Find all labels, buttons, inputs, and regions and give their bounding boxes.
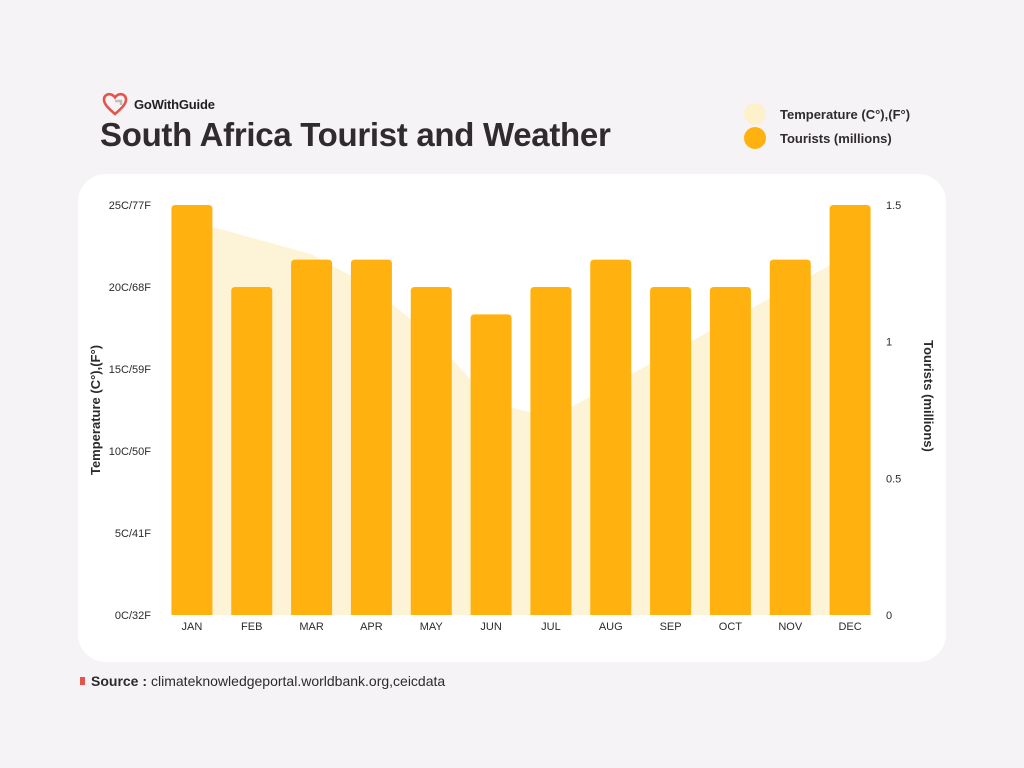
- legend-swatch-tourists: [744, 127, 766, 149]
- legend-label-tourists: Tourists (millions): [780, 130, 892, 146]
- chart-svg: JAN FEB MAR APR MAY JUN JUL AUG SEP OCT NOV DEC 0C/3…: [88, 200, 936, 633]
- source-note: Source : climateknowledgeportal.worldban…: [80, 673, 445, 689]
- bar-tourists-sep: [650, 287, 692, 615]
- y-tick-label-right: 0: [886, 610, 892, 622]
- bar-tourists-dec: [829, 205, 871, 615]
- chart-card: JAN FEB MAR APR MAY JUN JUL AUG SEP OCT NOV DEC 0C/3…: [78, 174, 946, 662]
- y-tick-label-right: 1: [886, 337, 892, 349]
- y-tick-label-left: 10C/50F: [109, 446, 151, 458]
- x-tick-label-sep: SEP: [660, 621, 682, 633]
- y-tick-label-left: 25C/77F: [109, 200, 151, 212]
- x-tick-label-may: MAY: [420, 621, 444, 633]
- bar-tourists-may: [410, 287, 452, 615]
- x-tick-label-nov: NOV: [778, 621, 803, 633]
- bar-tourists-jul: [530, 287, 572, 615]
- y-axis-title-right: Tourists (millions): [921, 340, 936, 452]
- x-tick-label-apr: APR: [360, 621, 383, 633]
- heart-pin-logo-icon: [102, 92, 128, 116]
- bar-tourists-oct: [709, 287, 751, 615]
- legend-swatch-temperature: [744, 103, 766, 125]
- bar-tourists-jan: [171, 205, 213, 615]
- x-tick-label-dec: DEC: [838, 621, 861, 633]
- bar-tourists-apr: [350, 259, 392, 615]
- x-tick-label-aug: AUG: [599, 621, 623, 633]
- y-tick-label-left: 15C/59F: [109, 364, 151, 376]
- x-tick-label-oct: OCT: [719, 621, 743, 633]
- bar-tourists-nov: [769, 259, 811, 615]
- bar-tourists-jun: [470, 314, 512, 615]
- y-tick-label-right: 0.5: [886, 473, 901, 485]
- x-tick-label-mar: MAR: [299, 621, 324, 633]
- brand-logo: GoWithGuide: [102, 92, 215, 116]
- source-prefix: Source :: [91, 673, 148, 689]
- bar-tourists-aug: [590, 259, 632, 615]
- source-marker: [80, 677, 85, 685]
- x-tick-label-feb: FEB: [241, 621, 262, 633]
- y-tick-label-right: 1.5: [886, 200, 901, 212]
- y-tick-label-left: 5C/41F: [115, 528, 151, 540]
- bar-tourists-mar: [291, 259, 333, 615]
- legend-item-temperature: Temperature (C°),(F°): [744, 102, 910, 126]
- legend-label-temperature: Temperature (C°),(F°): [780, 106, 911, 122]
- chart-legend: Temperature (C°),(F°) Tourists (millions…: [744, 102, 910, 150]
- temperature-area: [191, 221, 851, 615]
- brand-name: GoWithGuide: [134, 96, 215, 112]
- bar-tourists-feb: [231, 287, 273, 615]
- x-tick-label-jul: JUL: [541, 621, 561, 633]
- y-tick-label-left: 0C/32F: [115, 610, 151, 622]
- x-tick-label-jun: JUN: [480, 621, 501, 633]
- source-text: climateknowledgeportal.worldbank.org,cei…: [151, 673, 446, 689]
- x-tick-label-jan: JAN: [182, 621, 203, 633]
- page-title: South Africa Tourist and Weather: [100, 116, 611, 153]
- legend-item-tourists: Tourists (millions): [744, 126, 910, 150]
- y-tick-label-left: 20C/68F: [109, 282, 151, 294]
- y-axis-title-left: Temperature (C°),(F°): [88, 345, 103, 475]
